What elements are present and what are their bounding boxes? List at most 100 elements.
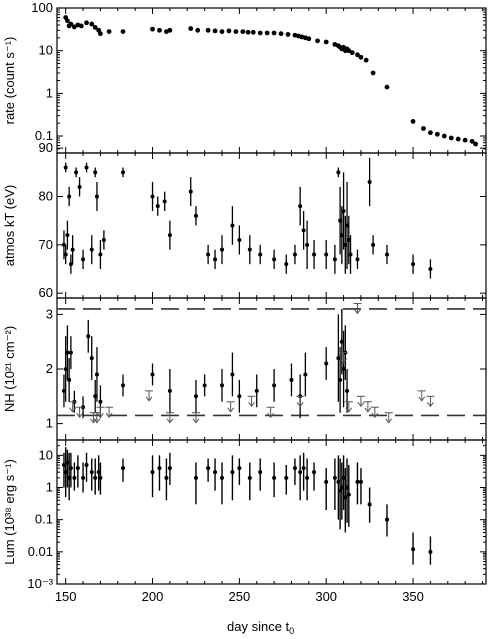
data-point: [167, 27, 173, 33]
data-point: [298, 470, 303, 475]
data-point: [167, 466, 172, 471]
upper-limit-arrow: [296, 402, 304, 408]
data-point: [67, 194, 72, 199]
data-point: [68, 466, 73, 471]
y-axis-label: NH (10²¹ cm⁻²): [2, 326, 17, 412]
data-point: [157, 466, 162, 471]
data-point: [355, 52, 360, 58]
data-point: [384, 84, 390, 90]
data-point: [355, 479, 360, 484]
y-tick-label: 0.1: [35, 512, 53, 527]
data-point: [89, 21, 95, 27]
data-point: [339, 485, 344, 490]
upper-limit-arrow: [364, 407, 372, 413]
data-point: [61, 388, 66, 393]
data-point: [195, 27, 201, 33]
data-point: [428, 549, 433, 554]
data-point: [264, 30, 270, 36]
data-point: [358, 54, 364, 60]
data-point: [285, 32, 291, 37]
data-point: [233, 29, 239, 34]
data-point: [469, 138, 475, 144]
data-point: [193, 394, 198, 399]
data-point: [188, 189, 193, 194]
data-point: [155, 204, 160, 209]
data-point: [367, 180, 372, 184]
data-point: [301, 466, 306, 471]
data-point: [213, 257, 218, 262]
data-point: [193, 475, 198, 480]
panels: 100 10 1 0.1 rate (count s⁻¹) 90 80 70 60 atmos k…: [2, 0, 487, 604]
data-point: [278, 31, 284, 37]
upper-limit-arrow: [345, 407, 353, 413]
data-point: [272, 475, 277, 480]
data-point: [75, 466, 80, 471]
data-point: [220, 383, 224, 388]
y-tick-label: 80: [39, 189, 53, 204]
data-point: [247, 247, 252, 252]
data-point: [61, 463, 66, 468]
data-point: [448, 135, 454, 141]
x-axis-title: day since t0: [227, 619, 294, 636]
data-point: [336, 356, 341, 361]
data-point: [84, 463, 89, 468]
data-point: [63, 367, 68, 371]
data-point: [346, 238, 351, 242]
data-point: [358, 479, 363, 484]
data-point: [428, 130, 433, 136]
data-point: [89, 247, 94, 252]
y-axis-label: atmos kT (eV): [2, 185, 17, 266]
data-point: [341, 367, 346, 371]
y-tick-label: 3: [46, 306, 53, 321]
data-point: [332, 475, 337, 480]
data-point: [167, 233, 172, 238]
data-point: [312, 470, 317, 475]
data-point: [65, 18, 70, 24]
data-point: [370, 70, 376, 76]
data-point: [188, 26, 194, 31]
data-point: [346, 492, 351, 497]
data-point: [212, 28, 218, 34]
data-point: [206, 466, 211, 471]
data-point: [164, 475, 169, 480]
data-point: [68, 350, 73, 355]
y-tick-label: 2: [46, 361, 53, 376]
data-point: [65, 350, 70, 355]
data-point: [385, 252, 389, 257]
data-point: [63, 470, 68, 475]
y-axis-label: rate (count s⁻¹): [2, 37, 17, 125]
data-point: [63, 252, 68, 257]
data-point: [94, 372, 99, 377]
data-point: [193, 213, 198, 218]
data-point: [441, 133, 447, 139]
data-point: [298, 204, 303, 209]
data-point: [303, 372, 308, 377]
data-point: [98, 252, 103, 257]
data-point: [67, 475, 72, 480]
x-axis-label-subscript: 0: [289, 626, 294, 636]
data-point: [292, 466, 297, 471]
data-point: [93, 170, 98, 175]
data-point: [67, 377, 72, 382]
data-point: [237, 394, 242, 399]
data-point: [61, 242, 66, 247]
data-point: [93, 475, 98, 480]
x-tick-label: 300: [315, 589, 337, 604]
data-point: [230, 470, 235, 475]
panel-2: 90 80 70 60 atmos kT (eV): [2, 140, 487, 300]
y-tick-label: 70: [39, 237, 53, 252]
data-point: [363, 57, 369, 63]
data-point: [96, 470, 101, 475]
panel-1: 100 10 1 0.1 rate (count s⁻¹): [2, 0, 487, 154]
data-point: [272, 383, 277, 388]
data-point: [345, 388, 350, 393]
data-point: [77, 184, 82, 189]
data-point: [428, 267, 433, 271]
x-axis-label: day since t0: [227, 619, 294, 636]
data-point: [89, 356, 94, 361]
y-tick-label: 1: [46, 480, 53, 495]
data-point: [92, 25, 98, 30]
data-point: [324, 361, 329, 366]
